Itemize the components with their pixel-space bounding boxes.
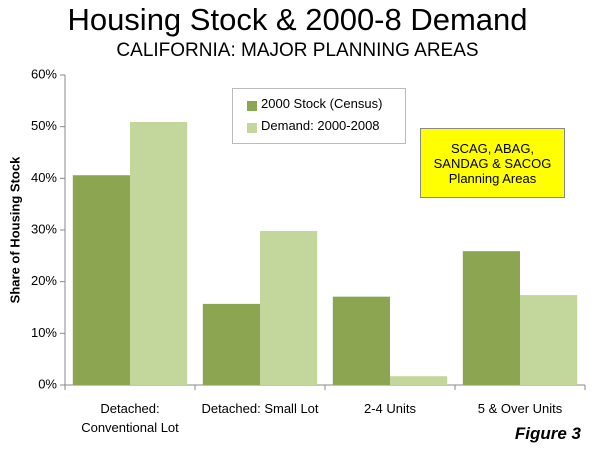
bar <box>202 303 260 385</box>
y-tick-label: 60% <box>31 66 57 81</box>
y-tick-label: 0% <box>38 376 57 391</box>
x-tick-label: Detached: Conventional Lot <box>81 401 179 435</box>
chart-title: Housing Stock & 2000-8 Demand <box>67 2 528 37</box>
x-tick-label: 2-4 Units <box>363 401 417 416</box>
bar <box>390 376 448 385</box>
legend-label: Demand: 2000-2008 <box>261 118 380 133</box>
legend-swatch <box>247 123 257 133</box>
y-tick-label: 30% <box>31 221 57 236</box>
x-tick-label: Detached: Small Lot <box>201 401 319 416</box>
y-tick-label: 20% <box>31 273 57 288</box>
chart-subtitle: CALIFORNIA: MAJOR PLANNING AREAS <box>116 40 479 61</box>
legend-label: 2000 Stock (Census) <box>261 96 383 111</box>
y-tick-label: 50% <box>31 118 57 133</box>
bar <box>520 295 578 385</box>
bar <box>72 175 130 385</box>
y-tick-label: 40% <box>31 170 57 185</box>
legend: 2000 Stock (Census) Demand: 2000-2008 <box>232 88 406 144</box>
x-tick-label: 5 & Over Units <box>477 401 563 416</box>
legend-swatch <box>247 101 257 111</box>
bar <box>462 251 520 385</box>
bar <box>130 122 188 386</box>
bar <box>260 231 318 385</box>
y-axis-label: Share of Housing Stock <box>7 156 22 303</box>
note-box: SCAG, ABAG, SANDAG & SACOG Planning Area… <box>420 128 565 198</box>
bar <box>332 296 390 385</box>
figure-label: Figure 3 <box>514 424 581 443</box>
y-tick-label: 10% <box>31 325 57 340</box>
